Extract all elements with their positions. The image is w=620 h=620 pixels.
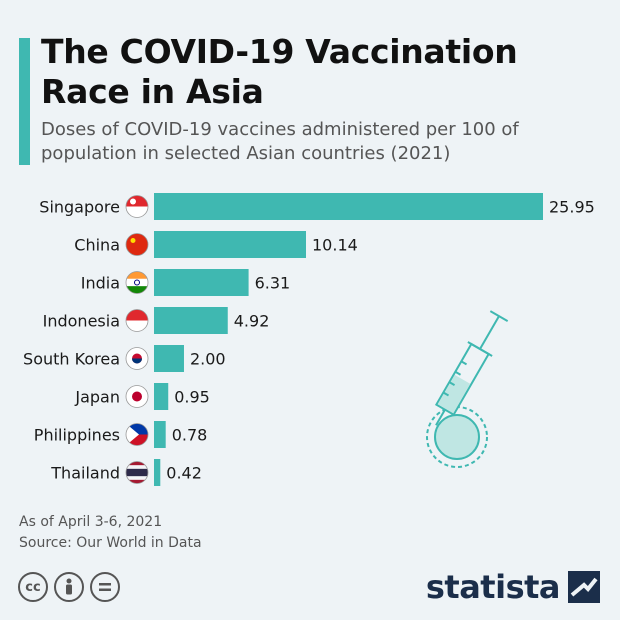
bar [154, 307, 228, 334]
creative-commons-icon[interactable]: cc [18, 572, 48, 602]
chart-subtitle: Doses of COVID-19 vaccines administered … [41, 119, 519, 164]
value-label: 6.31 [255, 274, 291, 293]
syringe-illustration [426, 310, 509, 468]
category-label: Philippines [34, 426, 120, 445]
value-label: 0.78 [172, 426, 208, 445]
south-korea-flag-icon [125, 347, 149, 370]
bar-chart: Singapore 25.95 China 10.14 India 6.31 Indones… [23, 193, 595, 486]
no-derivatives-icon[interactable] [90, 572, 120, 602]
attribution-icon[interactable] [54, 572, 84, 602]
bar [154, 459, 161, 486]
singapore-flag-icon [125, 195, 149, 218]
value-label: 2.00 [190, 350, 226, 369]
china-flag-icon [125, 233, 149, 256]
bar [154, 345, 184, 372]
bar [154, 269, 249, 296]
statista-logo-icon [568, 571, 600, 603]
value-label: 25.95 [549, 198, 595, 217]
bar [154, 421, 166, 448]
statista-brand[interactable]: statista [426, 568, 600, 606]
brand-name: statista [425, 568, 561, 606]
value-label: 10.14 [312, 236, 358, 255]
bar [154, 193, 543, 220]
value-label: 0.42 [166, 464, 202, 483]
philippines-flag-icon [125, 423, 149, 446]
value-label: 4.92 [234, 312, 270, 331]
category-label: Japan [74, 388, 120, 407]
bar [154, 383, 169, 410]
source-note: Source: Our World in Data [19, 535, 202, 551]
category-label: Thailand [50, 464, 120, 483]
indonesia-flag-icon [125, 309, 149, 332]
japan-flag-icon [125, 385, 149, 408]
category-label: South Korea [23, 350, 120, 369]
category-label: Indonesia [43, 312, 120, 331]
category-label: Singapore [39, 198, 120, 217]
bar [154, 231, 307, 258]
category-label: India [81, 274, 120, 293]
value-label: 0.95 [174, 388, 210, 407]
license-icons: cc [18, 572, 120, 602]
date-note: As of April 3-6, 2021 [19, 514, 163, 530]
accent-bar [19, 38, 30, 165]
thailand-flag-icon [125, 461, 149, 484]
chart-title: The COVID-19 Vaccination Race in Asia [41, 32, 518, 111]
category-label: China [74, 236, 120, 255]
india-flag-icon [125, 271, 149, 294]
